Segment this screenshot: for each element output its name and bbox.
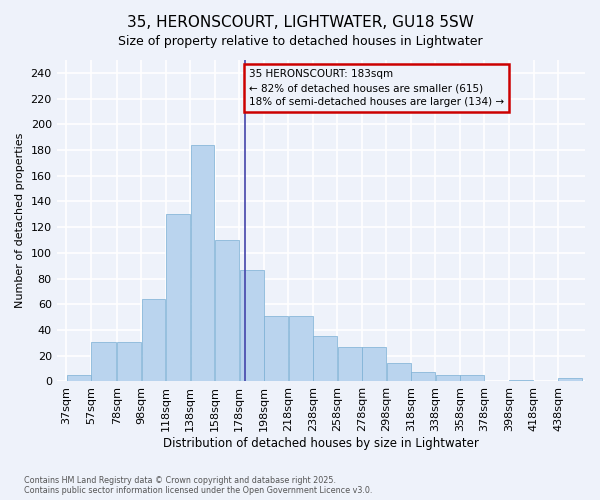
Text: 35 HERONSCOURT: 183sqm
← 82% of detached houses are smaller (615)
18% of semi-de: 35 HERONSCOURT: 183sqm ← 82% of detached… [249,69,504,107]
Bar [338,346,362,382]
Bar [67,375,91,382]
Bar [239,270,263,382]
Bar [142,299,166,382]
Y-axis label: Number of detached properties: Number of detached properties [15,133,25,308]
Bar [264,316,288,382]
Text: Size of property relative to detached houses in Lightwater: Size of property relative to detached ho… [118,35,482,48]
Bar [313,336,337,382]
Text: 35, HERONSCOURT, LIGHTWATER, GU18 5SW: 35, HERONSCOURT, LIGHTWATER, GU18 5SW [127,15,473,30]
Bar [289,316,313,382]
Bar [509,380,533,382]
X-axis label: Distribution of detached houses by size in Lightwater: Distribution of detached houses by size … [163,437,479,450]
Bar [460,375,484,382]
Bar [436,375,460,382]
Bar [117,342,141,382]
Bar [215,240,239,382]
Bar [411,372,435,382]
Bar [91,342,116,382]
Bar [362,346,386,382]
Bar [559,378,582,382]
Bar [191,145,214,382]
Bar [166,214,190,382]
Text: Contains HM Land Registry data © Crown copyright and database right 2025.
Contai: Contains HM Land Registry data © Crown c… [24,476,373,495]
Bar [387,364,410,382]
